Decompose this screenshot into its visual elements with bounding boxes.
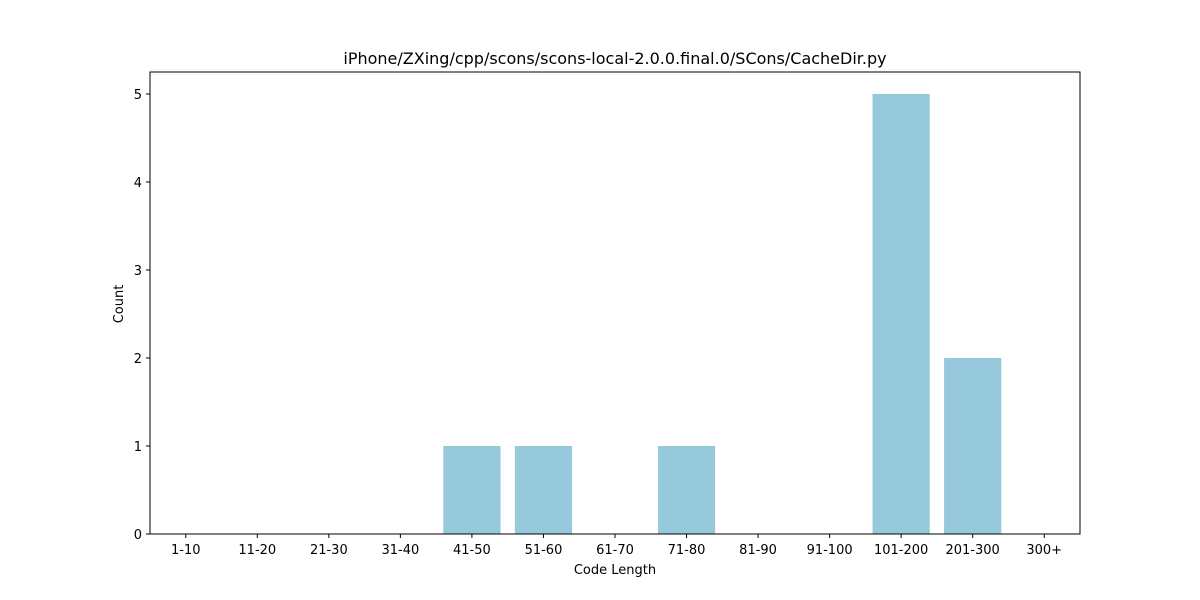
bar-41-50 [443, 446, 501, 534]
x-tick-label: 11-20 [238, 543, 276, 558]
y-tick-label: 1 [134, 440, 142, 455]
x-tick-label: 1-10 [171, 543, 201, 558]
bar-101-200 [872, 94, 930, 534]
bars-layer [443, 94, 1002, 534]
y-tick-label: 5 [134, 88, 142, 103]
x-tick-label: 91-100 [807, 543, 853, 558]
x-tick-label: 201-300 [946, 543, 1000, 558]
y-axis: 0 1 2 3 4 5 [134, 88, 150, 543]
bar-71-80 [657, 446, 716, 534]
bar-51-60 [514, 446, 573, 534]
y-tick-label: 2 [134, 352, 142, 367]
chart-title: iPhone/ZXing/cpp/scons/scons-local-2.0.0… [343, 49, 886, 68]
x-tick-label: 51-60 [525, 543, 563, 558]
x-tick-label: 21-30 [310, 543, 348, 558]
x-tick-label: 31-40 [381, 543, 419, 558]
y-tick-label: 0 [134, 528, 142, 543]
x-axis: 1-10 11-20 21-30 31-40 41-50 51-60 61-70 71-80 8… [171, 534, 1062, 558]
y-tick-label: 4 [134, 176, 142, 191]
bar-201-300 [944, 358, 1002, 534]
plot-frame [149, 71, 1081, 535]
x-tick-label: 41-50 [453, 543, 491, 558]
x-tick-label: 300+ [1026, 543, 1062, 558]
y-tick-label: 3 [134, 264, 142, 279]
x-tick-label: 81-90 [739, 543, 777, 558]
y-axis-label: Count [112, 285, 127, 324]
x-tick-label: 101-200 [874, 543, 928, 558]
x-tick-label: 71-80 [668, 543, 706, 558]
x-axis-label: Code Length [574, 563, 656, 578]
x-tick-label: 61-70 [596, 543, 634, 558]
